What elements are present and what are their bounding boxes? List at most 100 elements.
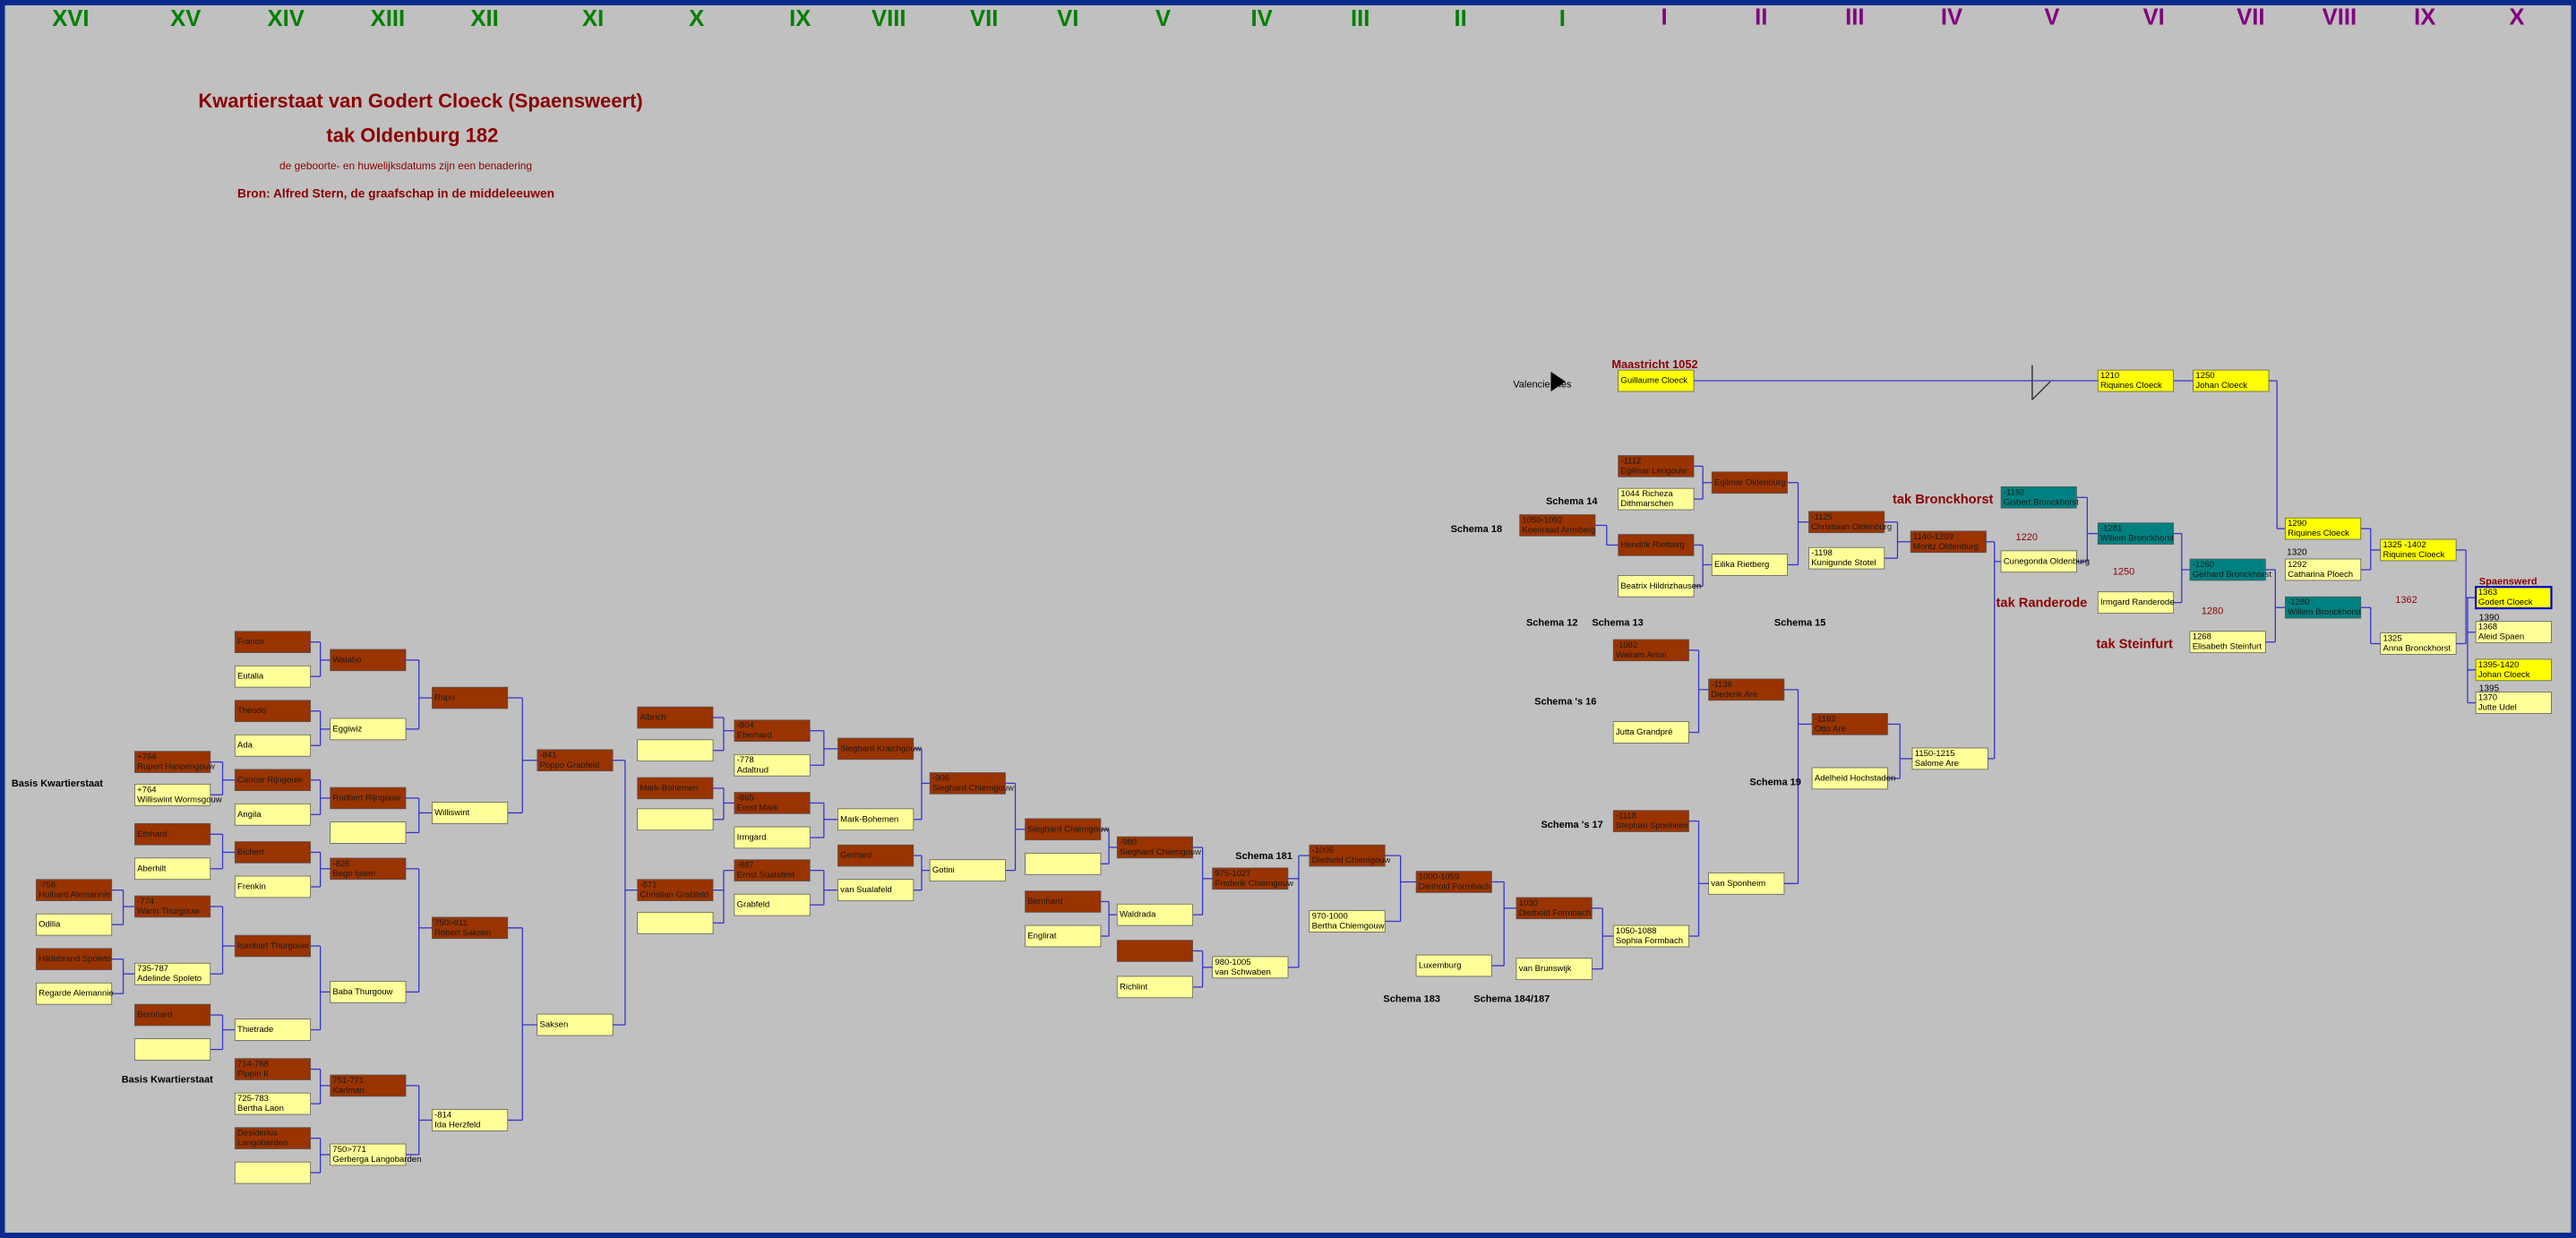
person-text: 1030 — [1519, 898, 1538, 908]
generation-label: VII — [2237, 4, 2264, 30]
person-text: Jutta Grandpré — [1616, 727, 1672, 737]
source: Bron: Alfred Stern, de graafschap in de … — [237, 186, 554, 200]
person-text: Sieghard Chiemgouw — [932, 783, 1014, 793]
generation-label: V — [2044, 4, 2059, 30]
person-box — [2000, 486, 2077, 509]
break-mark — [2031, 381, 2051, 400]
person-text: -826 — [332, 859, 349, 869]
person-text: Sieghard Kraichgouw — [840, 744, 922, 753]
person-box — [734, 719, 811, 743]
person-text: 1268 — [2193, 632, 2211, 642]
generation-label: V — [1155, 6, 1171, 31]
person-text: Walram Arlon — [1616, 650, 1667, 660]
person-box — [330, 649, 407, 672]
person-box — [1415, 954, 1492, 977]
generation-label: VI — [1057, 6, 1078, 31]
person-box — [134, 1003, 211, 1027]
person-text: 714-768 — [237, 1060, 269, 1070]
person-box — [330, 857, 407, 881]
person-text: van Brunswijk — [1519, 964, 1572, 974]
person-box — [837, 879, 914, 901]
annotation: Schema 's 16 — [1534, 697, 1596, 708]
annotation: Schema 15 — [1774, 617, 1825, 628]
person-text: -1125 — [1811, 512, 1833, 522]
person-text: Stephan Sponheim — [1616, 821, 1688, 831]
person-box — [637, 739, 714, 762]
annotation: Basis Kwartierstaat — [12, 778, 103, 789]
person-text: -841 — [540, 751, 557, 761]
person-box — [637, 879, 714, 901]
person-text: van Sualafeld — [840, 885, 892, 895]
person-text: Guillaume Cloeck — [1620, 376, 1687, 386]
person-box — [35, 948, 113, 970]
person-box — [330, 718, 407, 741]
annotation: 1250 — [2113, 567, 2134, 578]
person-text: Eutalia — [237, 672, 264, 682]
person-text: Diethold Formbach — [1419, 881, 1490, 891]
person-text: Salome Are — [1915, 759, 1959, 769]
person-text: Albrich — [640, 713, 665, 723]
person-box — [234, 1058, 312, 1080]
person-box — [1212, 867, 1289, 890]
annotation: Schema 12 — [1526, 617, 1577, 628]
generation-label: III — [1351, 6, 1370, 31]
person-text: 1044 Richeza — [1620, 489, 1673, 499]
person-text: Rodbert Rijngouw — [332, 793, 400, 803]
person-text: Irmgard Randerode — [2100, 598, 2175, 607]
person-box — [1116, 903, 1193, 926]
person-text: Diederik Are — [1711, 690, 1757, 700]
annotation: 1220 — [2016, 532, 2038, 543]
person-text: 1050-1088 — [1616, 926, 1657, 936]
person-text: Ida Herzfeld — [434, 1120, 480, 1130]
generation-label: X — [2509, 4, 2524, 30]
generation-label: I — [1559, 6, 1566, 31]
person-box — [234, 1127, 312, 1149]
generation-label: IV — [1941, 4, 1962, 30]
person-text: Bernhard — [1027, 897, 1062, 907]
person-box — [234, 841, 312, 864]
person-box — [35, 982, 113, 1005]
person-text: -1112 — [1620, 456, 1641, 466]
person-text: Angila — [237, 810, 262, 820]
person-box — [234, 934, 312, 958]
person-text: Mark-Bohemen — [840, 814, 898, 824]
person-box — [234, 875, 312, 898]
person-box — [134, 822, 211, 846]
generation-label: II — [1454, 6, 1466, 31]
annotation: 1320 — [2287, 547, 2307, 557]
person-text: Odilia — [39, 920, 61, 930]
person-box — [432, 916, 509, 940]
title: Kwartierstaat van Godert Cloeck (Spaensw… — [198, 90, 642, 112]
person-text: -814 — [434, 1110, 452, 1120]
person-text: Waldrada — [1120, 910, 1156, 920]
person-text: Bertha Laon — [237, 1104, 284, 1113]
person-text: Moritz Oldenburg — [1913, 542, 1979, 552]
person-box — [1618, 455, 1695, 477]
person-box — [432, 802, 509, 824]
generation-label: VII — [970, 6, 998, 31]
person-box — [929, 772, 1006, 795]
person-box — [1309, 910, 1386, 933]
person-box — [134, 857, 211, 881]
person-text: Cancor Rijngouw — [237, 775, 303, 785]
person-box — [1116, 976, 1193, 999]
person-text: Gerberga Langobarden — [332, 1155, 421, 1165]
annotation: Valenciennes — [1513, 380, 1572, 391]
person-text: 751-771 — [332, 1076, 364, 1086]
annotation: 1362 — [2395, 595, 2417, 606]
person-box — [1516, 958, 1593, 980]
annotation: Maastricht 1052 — [1611, 357, 1697, 371]
person-text: Catharina Ploech — [2288, 570, 2353, 580]
person-text: -758 — [39, 881, 56, 890]
person-text: Ernst Sualafeld — [737, 871, 795, 881]
person-box — [1911, 747, 1988, 770]
person-text: 1290 — [2288, 519, 2306, 529]
person-box — [1612, 639, 1689, 662]
generation-label: VIII — [2323, 4, 2357, 30]
person-text: Anna Bronckhorst — [2383, 644, 2451, 654]
person-text: Frederik Chiemgouw — [1215, 879, 1293, 889]
person-text: Christiaan Oldenburg — [1811, 522, 1892, 532]
person-text: -778 — [737, 755, 754, 765]
person-box — [837, 844, 914, 867]
